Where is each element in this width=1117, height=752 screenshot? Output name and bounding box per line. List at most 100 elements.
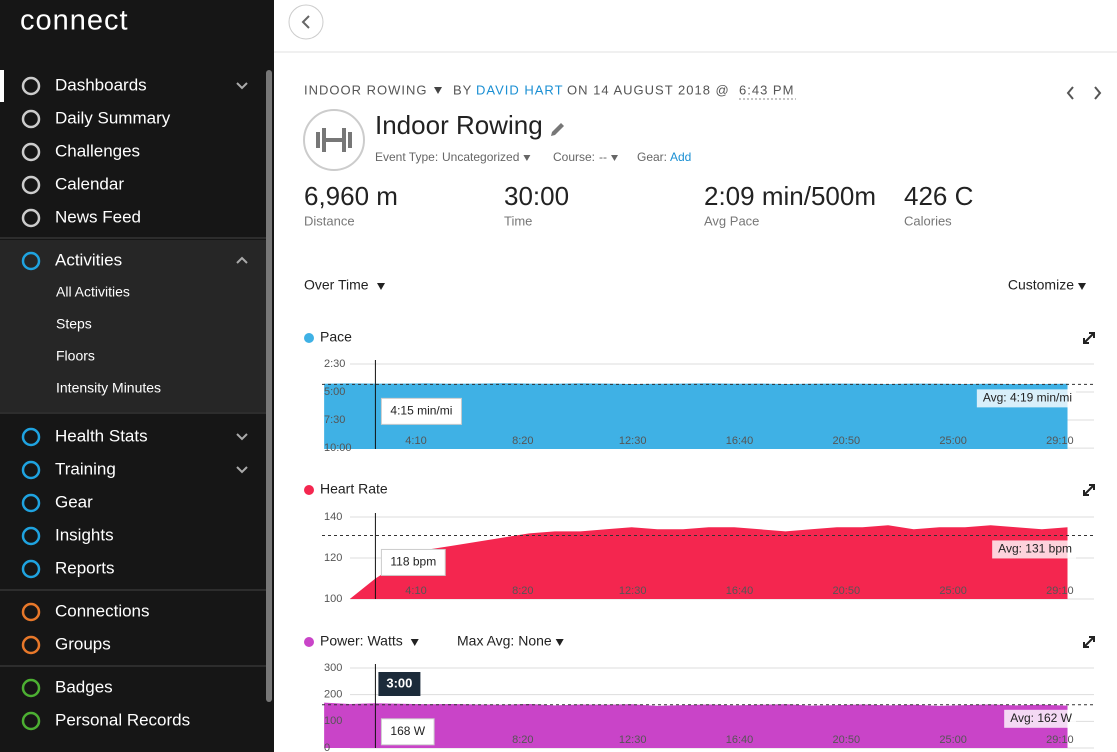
average-label-bg [976, 389, 1076, 408]
y-tick-label: 100 [324, 593, 342, 605]
stat-value: 30:00 [504, 181, 569, 211]
tooltip-text: 4:15 min/mi [390, 404, 452, 418]
chart-title[interactable]: Power: Watts [320, 633, 403, 649]
nav-item[interactable]: Health Stats [55, 426, 148, 445]
rowing-icon [316, 128, 352, 152]
y-tick-label: 5:00 [324, 386, 345, 398]
expand-icon[interactable] [1083, 332, 1095, 344]
nav-icon [21, 526, 41, 546]
legend-dot [304, 333, 314, 343]
expand-icon[interactable] [1083, 484, 1095, 496]
tooltip-text: 118 bpm [390, 555, 436, 569]
nav-icon [21, 678, 41, 698]
data-area [349, 525, 1068, 599]
meta-value[interactable]: Uncategorized [442, 150, 519, 164]
stat-label: Avg Pace [704, 213, 759, 228]
y-tick-label: 2:30 [324, 358, 345, 370]
nav-item[interactable]: Activities [55, 250, 122, 269]
max-avg-selector[interactable]: Max Avg: None [457, 633, 552, 649]
nav-item[interactable]: News Feed [55, 207, 141, 226]
dropdown-icon [555, 639, 564, 646]
dropdown-icon [434, 87, 442, 94]
x-tick-label: 8:20 [512, 585, 533, 597]
x-tick-label: 8:20 [512, 734, 533, 746]
meta-label: Event Type: [375, 150, 438, 164]
y-tick-label: 300 [324, 662, 342, 674]
x-tick-label: 20:50 [833, 585, 861, 597]
stat-value: 6,960 m [304, 181, 398, 211]
y-tick-label: 120 [324, 552, 342, 564]
meta-label: Course: [553, 150, 595, 164]
x-tick-label: 20:50 [833, 435, 861, 447]
data-area [324, 702, 1068, 748]
average-label-bg [992, 540, 1076, 559]
cursor-label-bg [378, 672, 421, 696]
date-text: ON 14 AUGUST 2018 @ [567, 82, 730, 97]
x-tick-label: 20:50 [833, 734, 861, 746]
expand-icon[interactable] [1083, 636, 1095, 648]
activity-type[interactable]: INDOOR ROWING [304, 82, 428, 97]
edit-icon[interactable] [551, 123, 564, 136]
nav-item[interactable]: Connections [55, 601, 150, 620]
nav-item[interactable]: Dashboards [55, 75, 147, 94]
dropdown-icon [523, 155, 531, 161]
nav-icon [21, 76, 41, 96]
nav-item[interactable]: Groups [55, 634, 111, 653]
nav-item[interactable]: Reports [55, 558, 115, 577]
tooltip-box [380, 718, 435, 746]
nav-sub-item[interactable]: Steps [56, 316, 92, 332]
nav-item[interactable]: Personal Records [55, 710, 190, 729]
back-icon [301, 15, 310, 29]
nav-item[interactable]: Insights [55, 525, 114, 544]
back-button[interactable] [288, 4, 324, 40]
expand-chevron[interactable] [236, 256, 248, 264]
x-tick-label: 29:10 [1046, 435, 1074, 447]
expand-chevron[interactable] [236, 433, 248, 441]
meta-value[interactable]: -- [599, 150, 607, 164]
nav-sub-item[interactable]: All Activities [56, 284, 130, 300]
nav-sub-item[interactable]: Intensity Minutes [56, 380, 161, 396]
x-tick-label: 16:40 [726, 585, 754, 597]
view-selector[interactable]: Over Time [304, 277, 369, 293]
y-tick-label: 10:00 [324, 442, 352, 454]
x-tick-label: 4:10 [405, 435, 426, 447]
nav-item[interactable]: Training [55, 459, 116, 478]
nav-item[interactable]: Daily Summary [55, 108, 171, 127]
x-tick-label: 29:10 [1046, 734, 1074, 746]
expand-chevron[interactable] [236, 82, 248, 90]
nav-icon [21, 208, 41, 228]
meta-value[interactable]: Add [670, 150, 691, 164]
y-tick-label: 7:30 [324, 414, 345, 426]
cursor-label: 3:00 [386, 675, 412, 690]
prev-activity[interactable] [1066, 86, 1074, 100]
nav-item[interactable]: Gear [55, 492, 93, 511]
expand-chevron[interactable] [236, 466, 248, 474]
x-tick-label: 25:00 [939, 435, 967, 447]
x-tick-label: 8:20 [512, 435, 533, 447]
average-label: Avg: 4:19 min/mi [983, 391, 1072, 405]
time-text[interactable]: 6:43 PM [739, 82, 794, 97]
nav-item[interactable]: Badges [55, 677, 113, 696]
author-link[interactable]: DAVID HART [476, 82, 564, 97]
next-activity[interactable] [1094, 86, 1102, 100]
stat-label: Time [504, 213, 532, 228]
tooltip-text: 168 W [390, 724, 425, 738]
stat-label: Calories [904, 213, 952, 228]
data-area [324, 383, 1068, 449]
dropdown-icon [1078, 283, 1086, 290]
stat-value: 2:09 min/500m [704, 181, 876, 211]
nav-icon [21, 142, 41, 162]
nav-icon [21, 427, 41, 447]
nav-item[interactable]: Challenges [55, 141, 140, 160]
nav-sub-item[interactable]: Floors [56, 348, 95, 364]
tooltip-box [380, 397, 462, 425]
customize-button[interactable]: Customize [1008, 277, 1074, 293]
average-label: Avg: 162 W [1010, 711, 1072, 725]
nav-item[interactable]: Calendar [55, 174, 124, 193]
tooltip-box [380, 548, 446, 576]
activities-section [0, 240, 266, 412]
nav-icon [21, 602, 41, 622]
logo[interactable]: connect [20, 5, 129, 37]
dropdown-icon [410, 639, 419, 646]
